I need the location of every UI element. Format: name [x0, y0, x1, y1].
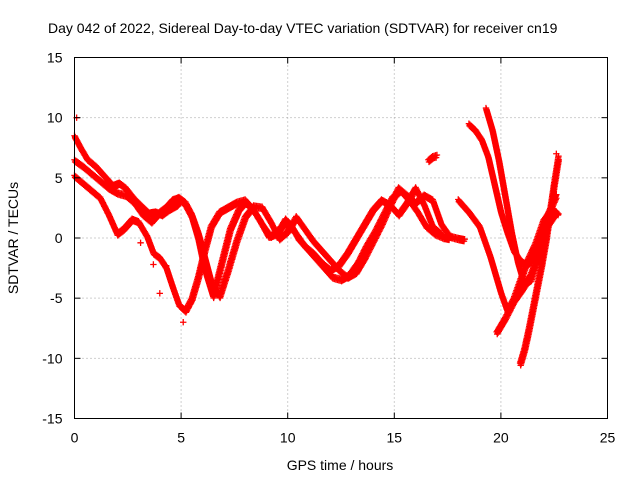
plot-frame	[74, 57, 608, 419]
series-track-1	[71, 132, 453, 302]
isolated-point	[169, 282, 176, 290]
chart-title: Day 042 of 2022, Sidereal Day-to-day VTE…	[48, 20, 558, 36]
y-tick-label: 0	[55, 230, 63, 246]
isolated-point	[150, 261, 157, 268]
grid	[74, 57, 608, 419]
y-axis-ticks: -15 -10 -5 0 5 10 15	[42, 50, 608, 427]
x-axis-ticks: 0 5 10 15 20 25	[71, 57, 616, 446]
y-tick-label: 10	[47, 110, 63, 126]
y-tick-label: -10	[42, 350, 62, 366]
isolated-point	[553, 150, 560, 157]
y-tick-label: 5	[55, 170, 63, 186]
y-tick-label: -15	[42, 411, 62, 427]
series-track-9	[516, 152, 563, 369]
series-track-4	[425, 151, 441, 166]
x-axis-label: GPS time / hours	[287, 457, 394, 473]
isolated-point	[180, 319, 187, 326]
isolated-point	[448, 234, 456, 242]
x-tick-label: 0	[71, 430, 79, 446]
isolated-point	[156, 290, 163, 297]
x-tick-label: 10	[280, 430, 296, 446]
x-tick-label: 15	[387, 430, 403, 446]
isolated-point	[162, 262, 170, 269]
data-points	[71, 104, 563, 369]
y-tick-label: 15	[47, 50, 63, 66]
x-tick-label: 25	[600, 430, 616, 446]
x-tick-label: 20	[493, 430, 509, 446]
y-tick-label: -5	[50, 290, 63, 306]
y-axis-label: SDTVAR / TECUs	[5, 182, 21, 294]
x-tick-label: 5	[177, 430, 185, 446]
isolated-point	[137, 239, 144, 247]
